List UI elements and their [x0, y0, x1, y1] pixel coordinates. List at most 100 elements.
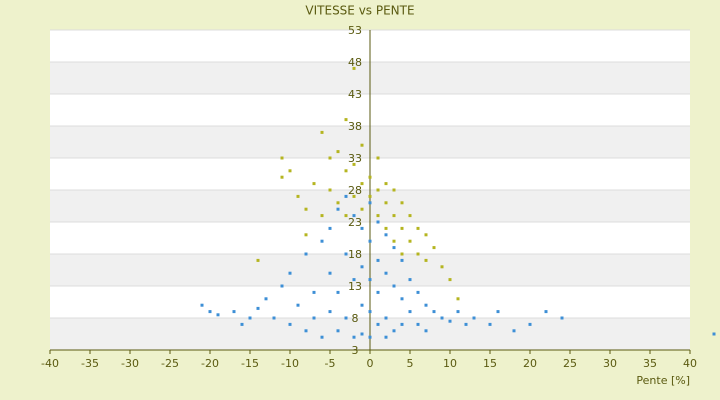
- point: [376, 290, 380, 294]
- x-tick-label: 20: [523, 357, 537, 370]
- point: [208, 310, 212, 314]
- point: [448, 278, 452, 282]
- point: [392, 329, 396, 333]
- point: [528, 322, 532, 326]
- y-tick-label: 53: [348, 24, 362, 37]
- point: [376, 220, 380, 224]
- point: [288, 322, 292, 326]
- point: [384, 201, 388, 205]
- point: [544, 310, 548, 314]
- point: [496, 310, 500, 314]
- point: [376, 258, 380, 262]
- point: [560, 316, 564, 320]
- point: [368, 194, 372, 198]
- point: [288, 271, 292, 275]
- point: [352, 162, 356, 166]
- y-tick-label: 3: [352, 344, 359, 357]
- x-tick-label: 5: [407, 357, 414, 370]
- y-tick-label: 13: [348, 280, 362, 293]
- point: [368, 239, 372, 243]
- x-tick-label: -5: [325, 357, 336, 370]
- point: [464, 322, 468, 326]
- point: [368, 175, 372, 179]
- point: [232, 310, 236, 314]
- point: [360, 265, 364, 269]
- point: [280, 284, 284, 288]
- point: [264, 297, 268, 301]
- point: [400, 322, 404, 326]
- point: [392, 239, 396, 243]
- x-tick-label: 40: [683, 357, 697, 370]
- point: [424, 329, 428, 333]
- point: [320, 335, 324, 339]
- point: [360, 303, 364, 307]
- point: [344, 214, 348, 218]
- point: [456, 297, 460, 301]
- x-tick-label: 35: [643, 357, 657, 370]
- point: [392, 246, 396, 250]
- point: [392, 188, 396, 192]
- y-tick-label: 48: [348, 56, 362, 69]
- point: [272, 316, 276, 320]
- point: [384, 335, 388, 339]
- y-tick-label: 8: [352, 312, 359, 325]
- point: [400, 226, 404, 230]
- point: [352, 194, 356, 198]
- point: [408, 310, 412, 314]
- point: [256, 258, 260, 262]
- point: [296, 303, 300, 307]
- point: [240, 322, 244, 326]
- point: [416, 226, 420, 230]
- y-tick-label: 43: [348, 88, 362, 101]
- point: [296, 194, 300, 198]
- point: [440, 316, 444, 320]
- point: [408, 214, 412, 218]
- point: [344, 316, 348, 320]
- point: [336, 201, 340, 205]
- point: [424, 233, 428, 237]
- point: [280, 156, 284, 160]
- point: [344, 169, 348, 173]
- point: [304, 207, 308, 211]
- point: [200, 303, 204, 307]
- point: [336, 329, 340, 333]
- point: [312, 316, 316, 320]
- point: [288, 169, 292, 173]
- point: [304, 329, 308, 333]
- point: [352, 278, 356, 282]
- point: [416, 290, 420, 294]
- point: [376, 322, 380, 326]
- x-tick-label: 0: [367, 357, 374, 370]
- point: [328, 188, 332, 192]
- point: [344, 194, 348, 198]
- x-tick-label: 10: [443, 357, 457, 370]
- point: [344, 252, 348, 256]
- x-axis-label: Pente [%]: [636, 374, 690, 387]
- point: [320, 214, 324, 218]
- point: [400, 201, 404, 205]
- point: [376, 156, 380, 160]
- point: [408, 278, 412, 282]
- y-tick-label: 33: [348, 152, 362, 165]
- x-tick-label: -15: [241, 357, 259, 370]
- x-tick-label: 30: [603, 357, 617, 370]
- point: [360, 332, 364, 336]
- point: [416, 322, 420, 326]
- point: [424, 303, 428, 307]
- point: [352, 335, 356, 339]
- y-tick-label: 38: [348, 120, 362, 133]
- point: [328, 156, 332, 160]
- point: [328, 226, 332, 230]
- point: [456, 310, 460, 314]
- point: [360, 143, 364, 147]
- y-tick-label: 23: [348, 216, 362, 229]
- point: [512, 329, 516, 333]
- point: [328, 271, 332, 275]
- point: [360, 207, 364, 211]
- point: [320, 239, 324, 243]
- point: [400, 297, 404, 301]
- point: [712, 332, 716, 336]
- point: [384, 271, 388, 275]
- x-tick-label: 15: [483, 357, 497, 370]
